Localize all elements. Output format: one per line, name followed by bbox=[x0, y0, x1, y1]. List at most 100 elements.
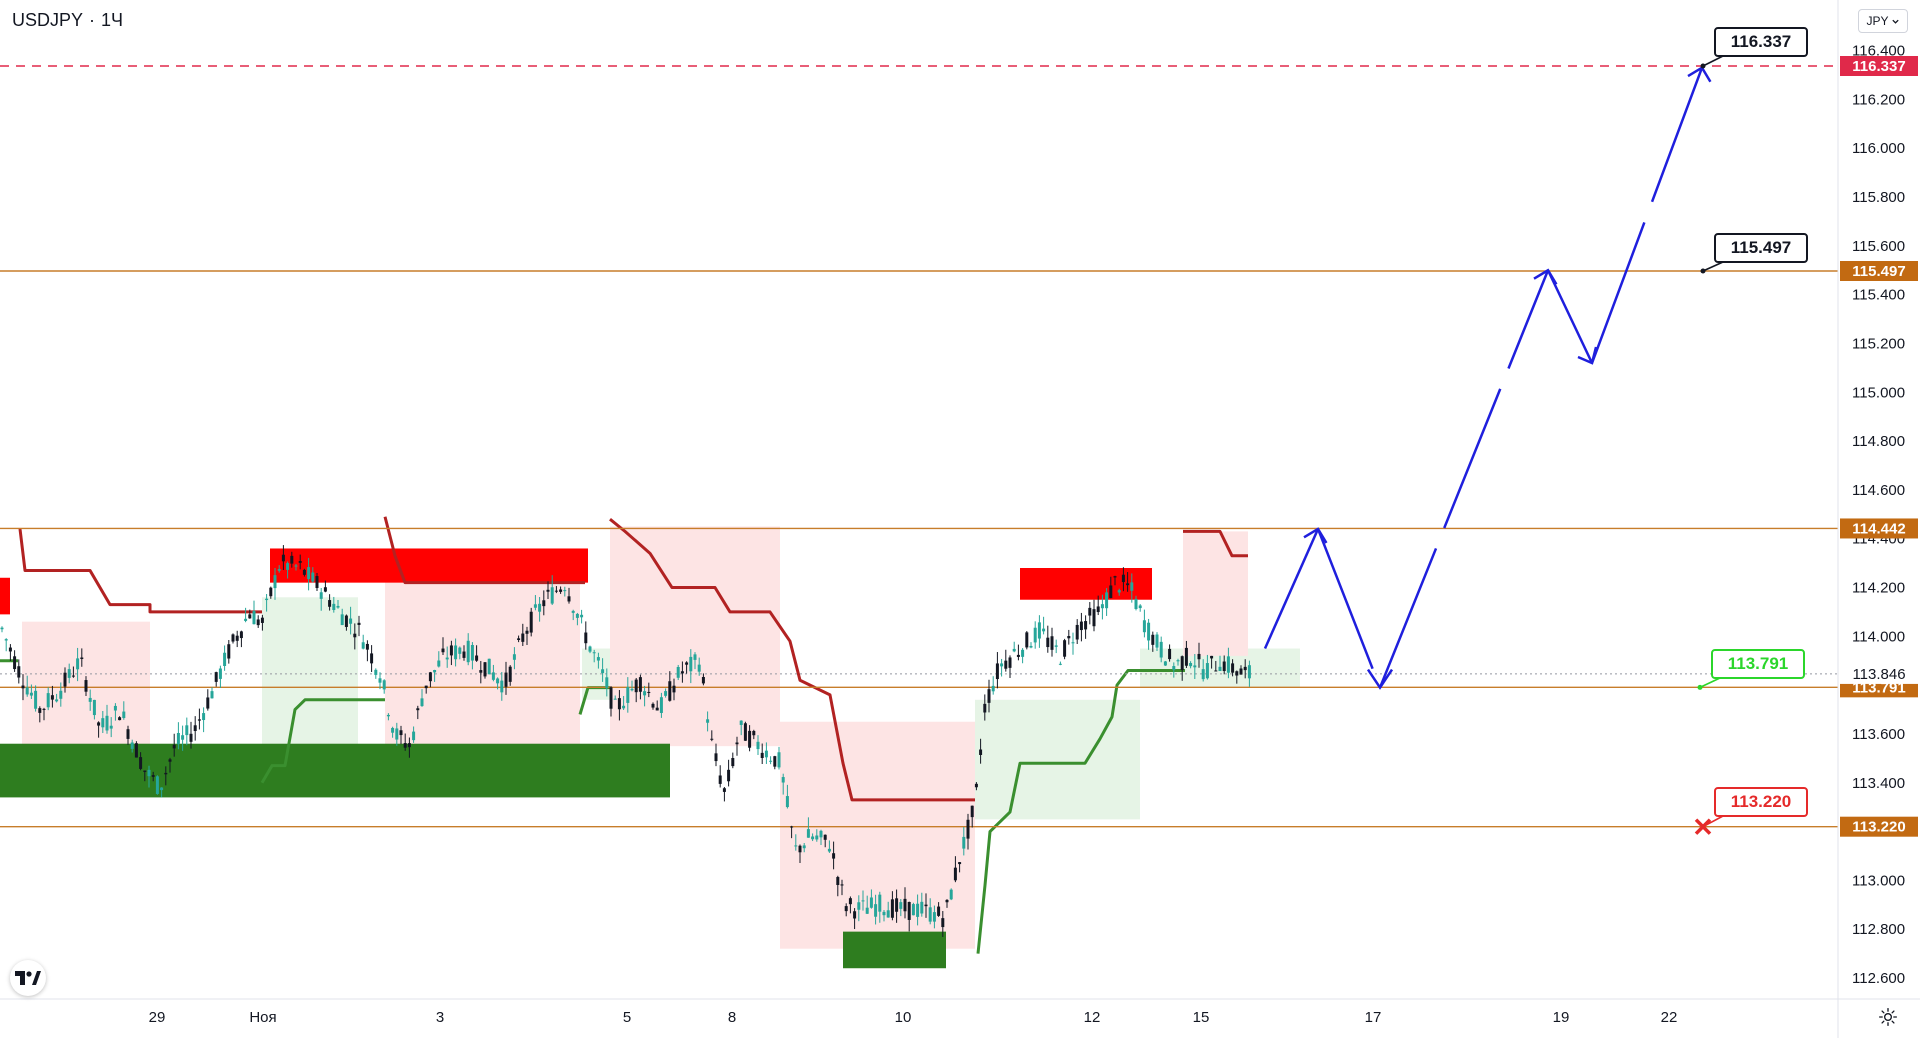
candle-body bbox=[239, 631, 243, 639]
candle-body bbox=[601, 669, 605, 674]
candle-body bbox=[286, 563, 290, 570]
candle bbox=[638, 674, 642, 700]
symbol-header[interactable]: USDJPY · 1Ч bbox=[12, 10, 129, 31]
candle-body bbox=[181, 735, 185, 740]
candle bbox=[722, 787, 726, 802]
price-callout[interactable]: 113.791 bbox=[1697, 649, 1805, 690]
candle-body bbox=[1147, 622, 1151, 641]
candle bbox=[1205, 654, 1209, 680]
candle-body bbox=[437, 660, 441, 667]
candle-body bbox=[865, 907, 869, 914]
candle bbox=[899, 899, 903, 917]
candle bbox=[596, 652, 600, 669]
price-callout[interactable]: 113.220 bbox=[1694, 787, 1808, 835]
candle bbox=[760, 743, 764, 765]
candle bbox=[655, 700, 659, 711]
candle bbox=[239, 630, 243, 648]
candle bbox=[147, 765, 151, 788]
demand-zone bbox=[843, 931, 946, 969]
candle-body bbox=[638, 677, 642, 692]
candle-body bbox=[1050, 636, 1054, 650]
candle bbox=[819, 829, 823, 845]
candle bbox=[601, 658, 605, 682]
candle bbox=[332, 596, 336, 613]
candle bbox=[189, 721, 193, 749]
support-trail-line bbox=[260, 698, 385, 784]
candle bbox=[832, 841, 836, 870]
candle bbox=[529, 607, 533, 637]
candle bbox=[643, 685, 647, 707]
price-callout[interactable]: 116.337 bbox=[1700, 27, 1808, 69]
candle-body bbox=[500, 680, 504, 693]
callout-label: 116.337 bbox=[1731, 32, 1792, 51]
candle-body bbox=[878, 894, 882, 912]
candle bbox=[71, 666, 75, 678]
candle bbox=[475, 645, 479, 662]
candle-body bbox=[256, 619, 260, 626]
currency-selector[interactable]: JPY bbox=[1858, 9, 1908, 33]
gear-icon[interactable] bbox=[1878, 1007, 1898, 1027]
candle-body bbox=[160, 787, 164, 791]
candle-body bbox=[987, 689, 991, 703]
candle bbox=[454, 638, 458, 667]
candle-body bbox=[844, 906, 848, 912]
candle-body bbox=[559, 589, 563, 592]
candle-body bbox=[1210, 655, 1214, 659]
candle-body bbox=[29, 692, 33, 696]
candle bbox=[294, 564, 298, 571]
candle bbox=[533, 595, 537, 611]
candle-body bbox=[848, 898, 852, 905]
candle-body bbox=[1142, 620, 1146, 633]
candle bbox=[1176, 658, 1180, 666]
candle-body bbox=[1134, 598, 1138, 609]
candle-body bbox=[722, 788, 726, 792]
candle-body bbox=[622, 705, 626, 709]
candle bbox=[130, 739, 134, 753]
candle-body bbox=[378, 678, 382, 683]
candle-body bbox=[777, 752, 781, 768]
candle-body bbox=[1113, 576, 1117, 578]
candle bbox=[659, 692, 663, 718]
candle bbox=[1000, 658, 1004, 677]
candle-body bbox=[17, 666, 21, 678]
candle-body bbox=[1037, 622, 1041, 639]
price-axis-tag-label: 113.220 bbox=[1852, 819, 1905, 836]
candle-body bbox=[1046, 637, 1050, 648]
tradingview-logo-icon[interactable] bbox=[10, 960, 46, 996]
candle-body bbox=[433, 670, 437, 673]
candle bbox=[441, 637, 445, 656]
candle-body bbox=[979, 749, 983, 755]
candle-body bbox=[294, 565, 298, 567]
candle-body bbox=[315, 576, 319, 589]
time-tick-label: 5 bbox=[623, 1009, 631, 1026]
demand-zone bbox=[0, 743, 670, 798]
candle bbox=[344, 614, 348, 631]
candle-body bbox=[441, 648, 445, 653]
candle bbox=[827, 840, 831, 853]
candle bbox=[869, 889, 873, 909]
candle bbox=[1214, 660, 1218, 672]
callout-label: 113.220 bbox=[1731, 792, 1792, 811]
candle bbox=[1021, 648, 1025, 664]
candle-body bbox=[895, 898, 899, 912]
candle-body bbox=[134, 743, 138, 758]
price-callout[interactable]: 115.497 bbox=[1700, 233, 1808, 274]
candle bbox=[895, 889, 899, 923]
time-tick-label: 12 bbox=[1084, 1009, 1101, 1026]
candle bbox=[937, 902, 941, 917]
price-tick-label: 114.800 bbox=[1852, 433, 1905, 450]
candle bbox=[559, 586, 563, 594]
candle bbox=[773, 755, 777, 770]
candle-body bbox=[735, 742, 739, 745]
candle bbox=[244, 607, 248, 623]
candle-body bbox=[554, 590, 558, 592]
candle bbox=[1012, 641, 1016, 653]
candle-body bbox=[617, 698, 621, 710]
time-tick-label: 19 bbox=[1553, 1009, 1570, 1026]
candle-body bbox=[1012, 648, 1016, 652]
candle bbox=[231, 633, 235, 644]
candle-body bbox=[580, 614, 584, 618]
candle-body bbox=[546, 589, 550, 592]
